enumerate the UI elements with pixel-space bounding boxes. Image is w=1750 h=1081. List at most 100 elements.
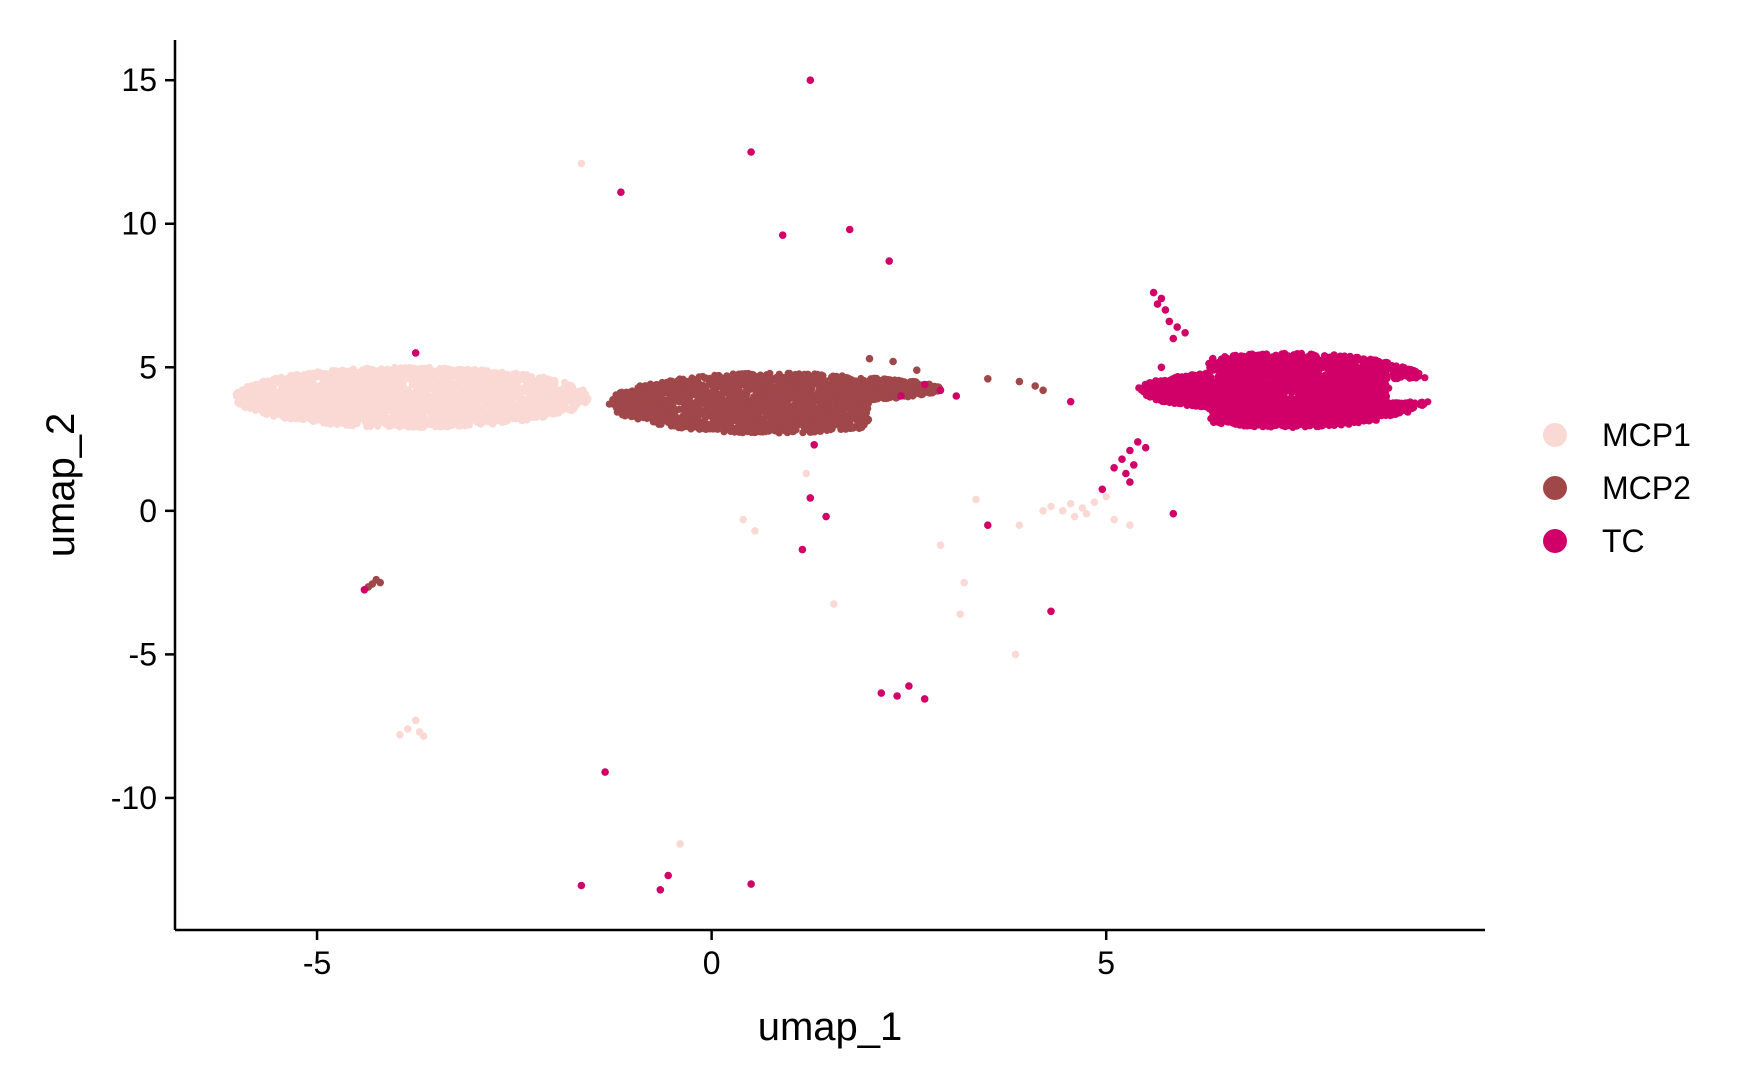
- point: [249, 389, 257, 397]
- point: [396, 731, 404, 739]
- point: [452, 396, 460, 404]
- point: [1102, 492, 1110, 501]
- point: [510, 415, 518, 423]
- point: [424, 379, 432, 387]
- point: [737, 399, 746, 407]
- point: [936, 541, 945, 550]
- point: [739, 377, 748, 385]
- point: [405, 365, 413, 373]
- point: [327, 371, 335, 380]
- point: [514, 378, 522, 386]
- point: [366, 422, 375, 431]
- point: [308, 391, 316, 399]
- point: [695, 389, 703, 397]
- point: [259, 388, 267, 397]
- point: [547, 396, 555, 404]
- point: [400, 405, 408, 413]
- point: [701, 399, 709, 407]
- point: [330, 381, 338, 390]
- point: [287, 415, 295, 423]
- point: [753, 385, 761, 393]
- point: [349, 415, 357, 423]
- point: [685, 383, 694, 391]
- point: [320, 384, 328, 392]
- point: [1421, 374, 1429, 382]
- point: [554, 394, 562, 403]
- point: [276, 402, 284, 410]
- point: [753, 375, 761, 383]
- point: [984, 375, 992, 383]
- point: [773, 402, 782, 410]
- point: [956, 610, 964, 618]
- point: [1039, 386, 1047, 395]
- point: [351, 377, 359, 385]
- point: [633, 389, 641, 397]
- points-layer: [232, 76, 1432, 894]
- point: [843, 377, 851, 385]
- point: [668, 399, 676, 407]
- point: [818, 393, 826, 401]
- point: [559, 385, 567, 393]
- point: [382, 374, 390, 383]
- point: [389, 395, 397, 403]
- point: [751, 527, 759, 535]
- point: [747, 406, 755, 414]
- point: [272, 375, 280, 383]
- point: [539, 411, 547, 419]
- point: [476, 376, 484, 384]
- point: [444, 365, 452, 373]
- point: [777, 374, 785, 382]
- point: [314, 396, 322, 404]
- point: [837, 404, 846, 412]
- point: [403, 412, 411, 420]
- point: [631, 412, 639, 421]
- point: [427, 395, 435, 403]
- point: [383, 381, 391, 389]
- point: [340, 417, 349, 425]
- point: [489, 417, 497, 425]
- point: [786, 413, 795, 421]
- point: [325, 377, 333, 385]
- point: [438, 423, 446, 431]
- point: [791, 370, 799, 379]
- point: [567, 396, 576, 404]
- point: [406, 420, 414, 428]
- point: [783, 420, 791, 428]
- point: [490, 387, 498, 396]
- point: [805, 426, 813, 434]
- point: [236, 400, 244, 408]
- point: [540, 379, 549, 387]
- point: [381, 410, 389, 418]
- point: [530, 402, 538, 410]
- point: [258, 404, 266, 412]
- point: [314, 387, 322, 395]
- point: [355, 368, 363, 376]
- point: [367, 371, 375, 379]
- point: [750, 393, 758, 401]
- point: [811, 379, 819, 388]
- point: [495, 405, 503, 413]
- point: [417, 364, 425, 372]
- point: [712, 425, 720, 433]
- point: [422, 371, 430, 379]
- point: [801, 406, 809, 414]
- point: [861, 387, 869, 395]
- point: [545, 406, 554, 414]
- point: [679, 405, 688, 413]
- point: [618, 394, 626, 402]
- point: [917, 389, 925, 397]
- point: [516, 405, 524, 413]
- point: [879, 387, 887, 395]
- point: [509, 402, 517, 410]
- point: [435, 415, 443, 423]
- point: [734, 416, 742, 424]
- point: [901, 382, 910, 390]
- point: [332, 416, 340, 424]
- point: [702, 425, 710, 433]
- point: [334, 391, 342, 399]
- point: [774, 385, 782, 393]
- point: [338, 405, 346, 413]
- point: [489, 402, 497, 411]
- point: [374, 421, 382, 429]
- point: [867, 384, 875, 392]
